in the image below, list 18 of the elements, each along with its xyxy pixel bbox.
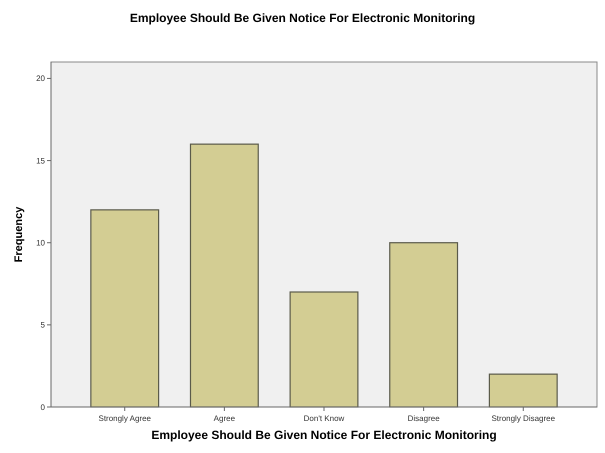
bar — [389, 242, 458, 408]
chart-title: Employee Should Be Given Notice For Electronic Monitoring — [130, 11, 476, 25]
y-axis-title: Frequency — [13, 206, 25, 262]
bar — [190, 144, 259, 408]
x-tick-label: Strongly Disagree — [491, 414, 556, 423]
bar — [488, 374, 558, 408]
x-tick-label: Don't Know — [304, 414, 345, 423]
y-tick-label: 20 — [36, 74, 46, 84]
y-tick-label: 5 — [40, 320, 46, 330]
x-axis-title: Employee Should Be Given Notice For Electronic Monitoring — [151, 428, 497, 442]
x-tick-label: Agree — [214, 414, 236, 423]
y-tick-label: 15 — [36, 156, 46, 166]
y-tick-label: 10 — [36, 238, 46, 248]
x-tick-label: Disagree — [408, 414, 440, 423]
bar — [90, 209, 160, 408]
x-tick-label: Strongly Agree — [98, 414, 152, 423]
bar — [290, 291, 358, 408]
y-tick-label: 0 — [40, 402, 46, 412]
